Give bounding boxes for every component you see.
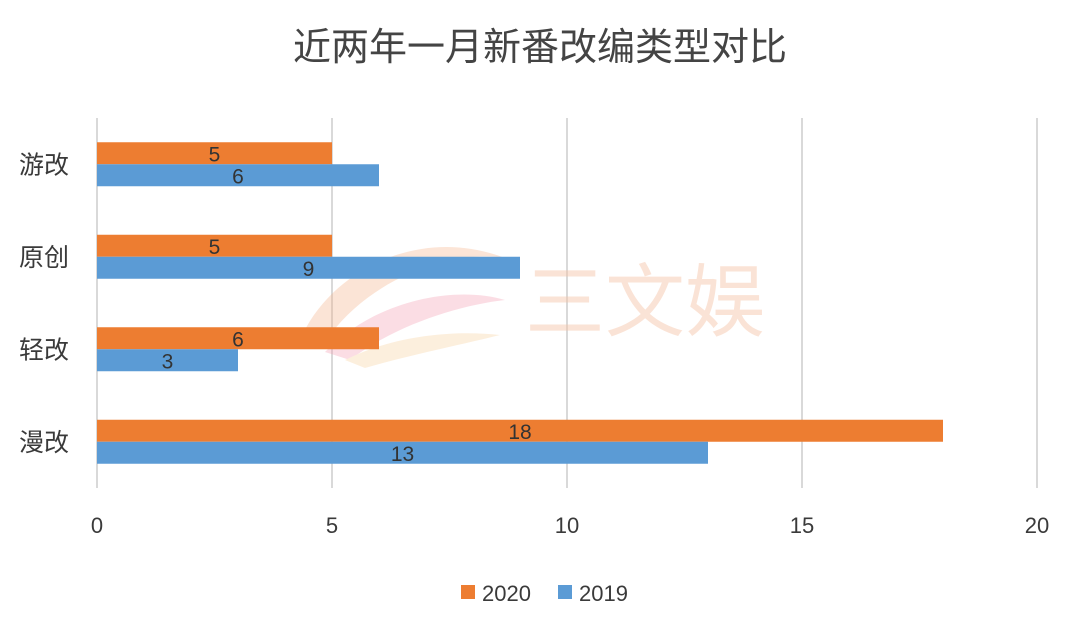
legend-swatch-2020: [461, 585, 475, 599]
bar-2019-2: [97, 349, 238, 372]
bar-2019-3: [97, 441, 708, 464]
bar-2020-2: [97, 327, 379, 350]
data-label-2019-1: 9: [303, 258, 315, 281]
data-label-2019-0: 6: [232, 165, 244, 188]
legend: 2020 2019: [461, 581, 628, 606]
legend-swatch-2019: [558, 585, 572, 599]
category-label-0: 游改: [19, 150, 69, 179]
x-tick-label-20: 20: [1025, 513, 1049, 538]
watermark-text: 三文娱: [525, 256, 765, 349]
data-label-2020-1: 5: [209, 236, 221, 259]
x-axis-tick-labels: 0 5 10 15 20: [91, 513, 1049, 538]
chart-title: 近两年一月新番改编类型对比: [293, 25, 787, 69]
data-label-2020-2: 6: [232, 328, 244, 351]
data-label-2020-3: 18: [508, 421, 531, 444]
bars: [97, 142, 943, 464]
x-tick-label-0: 0: [91, 513, 103, 538]
bar-2020-0: [97, 142, 332, 165]
bar-2019-0: [97, 164, 379, 187]
bar-2020-1: [97, 234, 332, 257]
data-label-2019-3: 13: [391, 443, 414, 466]
category-label-3: 漫改: [19, 428, 69, 457]
x-tick-label-15: 15: [790, 513, 814, 538]
legend-label-2020: 2020: [482, 581, 531, 606]
data-label-2020-0: 5: [209, 143, 221, 166]
x-tick-label-10: 10: [555, 513, 579, 538]
legend-label-2019: 2019: [579, 581, 628, 606]
bar-2020-3: [97, 419, 943, 442]
category-label-1: 原创: [19, 243, 69, 272]
bar-2019-1: [97, 256, 520, 279]
data-label-2019-2: 3: [162, 350, 174, 373]
x-tick-label-5: 5: [326, 513, 338, 538]
category-label-2: 轻改: [19, 335, 69, 364]
